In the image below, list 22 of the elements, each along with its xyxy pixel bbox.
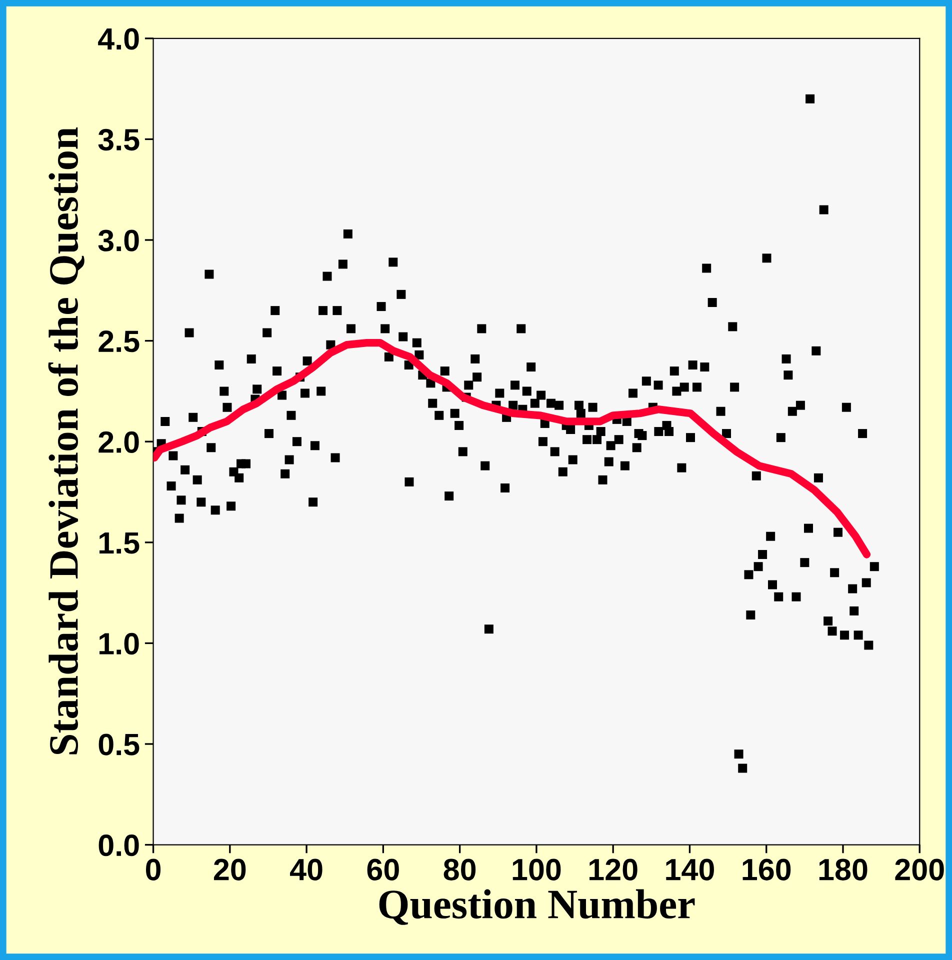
x-tick-label: 100 [512,858,561,880]
y-tick-label: 3.5 [98,128,140,151]
y-tick-label: 4.0 [98,28,139,50]
y-axis-title: Standard Deviation of the Question [48,127,84,754]
x-tick-label: 120 [590,858,638,880]
x-tick-label: 80 [444,858,476,880]
x-tick-label: 60 [367,858,399,880]
x-tick-label: 200 [895,858,944,880]
x-tick-label: 140 [666,858,714,880]
x-tick-label: 180 [819,858,868,880]
y-tick-label: 2.5 [98,330,140,352]
y-tick-label: 3.0 [98,230,139,252]
x-axis-title: Question Number [379,889,695,925]
y-tick-label: 0.0 [98,834,139,856]
y-tick-label: 2.0 [98,431,139,453]
x-tick-label: 20 [214,858,246,880]
y-tick-label: 1.0 [100,632,139,655]
x-tick-label: 40 [290,858,322,880]
x-tick-label: 160 [742,858,791,880]
y-tick-label: 0.5 [98,734,140,756]
x-tick-label: 0 [146,858,161,880]
y-tick-label: 1.5 [100,532,140,554]
